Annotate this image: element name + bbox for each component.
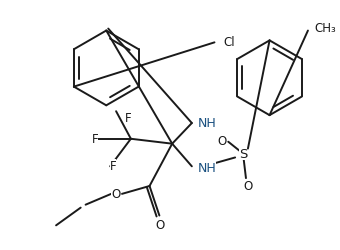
Text: S: S xyxy=(239,148,247,160)
Text: CH₃: CH₃ xyxy=(315,22,337,35)
Text: O: O xyxy=(218,135,227,148)
Text: F: F xyxy=(110,159,117,172)
Text: O: O xyxy=(243,180,253,193)
Text: NH: NH xyxy=(198,116,217,129)
Text: O: O xyxy=(112,188,121,200)
Text: Cl: Cl xyxy=(223,36,235,49)
Text: F: F xyxy=(124,111,131,124)
Text: O: O xyxy=(156,218,165,231)
Text: F: F xyxy=(92,133,98,146)
Text: NH: NH xyxy=(198,161,217,174)
